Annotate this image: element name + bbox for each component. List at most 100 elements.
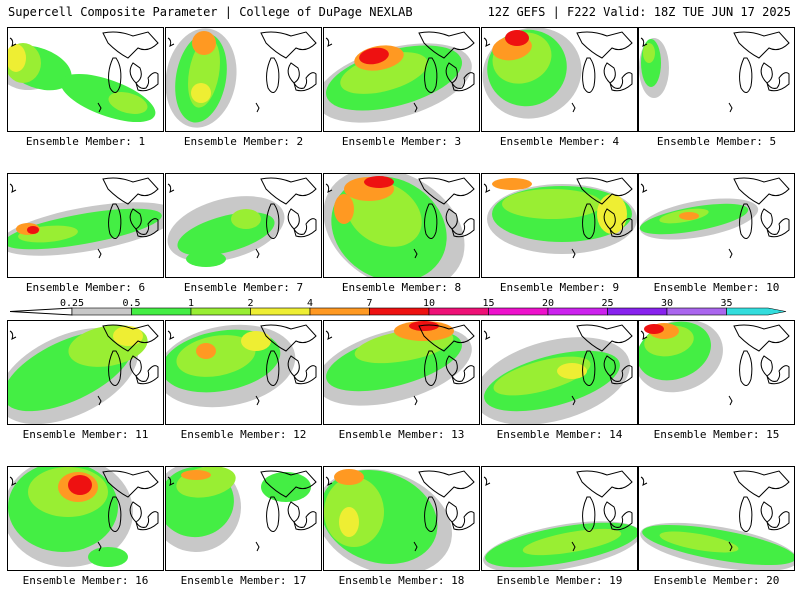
scp-contour-fill [241, 331, 271, 351]
scp-contour-fill [27, 226, 39, 234]
coastline-outline [418, 177, 475, 205]
ensemble-map-panel [481, 27, 638, 132]
coastline-outline [733, 31, 790, 59]
coastline-outline [266, 496, 280, 532]
coastline-outline [293, 218, 317, 238]
colorbar-segment [547, 307, 608, 316]
coastline-outline [739, 203, 753, 239]
ensemble-member-label: Ensemble Member: 2 [183, 135, 304, 148]
ensemble-map-panel [638, 27, 795, 132]
coastline-outline [108, 57, 122, 93]
coastline-outline [760, 501, 773, 523]
ensemble-map-panel [638, 320, 795, 425]
coastline-outline [766, 72, 790, 92]
coastline-outline [97, 248, 102, 259]
scp-map [324, 31, 475, 123]
coastline-outline [576, 31, 633, 59]
coastline-outline [135, 511, 159, 531]
colorbar-tick-label: 1 [188, 298, 194, 309]
coastline-outline [766, 511, 790, 531]
colorbar-segment [726, 307, 787, 316]
coastline-outline [9, 183, 17, 193]
coastline-outline [9, 37, 17, 47]
coastline-outline [760, 208, 773, 230]
coastline-outline [287, 62, 300, 84]
scp-map [8, 324, 159, 424]
scp-contour-fill [364, 176, 394, 188]
coastline-outline [167, 37, 175, 47]
ensemble-map-panel [7, 173, 164, 278]
ensemble-member-label: Ensemble Member: 13 [338, 428, 465, 441]
coastline-outline [418, 470, 475, 498]
coastline-outline [260, 177, 317, 205]
coastline-outline [451, 365, 475, 385]
ensemble-map-panel [323, 27, 480, 132]
colorbar-segment [428, 307, 489, 316]
colorbar-tick-label: 35 [720, 298, 732, 309]
coastline-outline [582, 203, 596, 239]
coastline-outline [760, 62, 773, 84]
coastline-outline [728, 541, 733, 552]
coastline-outline [255, 248, 260, 259]
coastline-outline [609, 365, 633, 385]
coastline-outline [135, 218, 159, 238]
colorbar-segment [131, 307, 192, 316]
coastline-outline [108, 496, 122, 532]
scp-contour-fill [334, 469, 364, 485]
coastline-outline [571, 395, 576, 406]
colorbar-segment [71, 307, 132, 316]
colorbar-segment [607, 307, 668, 316]
scp-contour-fill [68, 475, 92, 495]
colorbar-tick-label: 20 [542, 298, 554, 309]
coastline-outline [483, 476, 491, 486]
ensemble-member-label: Ensemble Member: 20 [653, 574, 780, 587]
coastline-outline [97, 395, 102, 406]
scp-contour-fill [108, 92, 148, 114]
coastline-outline [260, 470, 317, 498]
coastline-outline [135, 365, 159, 385]
ensemble-map-panel [7, 320, 164, 425]
coastline-outline [293, 72, 317, 92]
ensemble-member-label: Ensemble Member: 8 [341, 281, 462, 294]
scp-map [640, 470, 794, 570]
colorbar-segment [488, 307, 549, 316]
coastline-outline [413, 541, 418, 552]
coastline-outline [167, 330, 175, 340]
colorbar-segment [309, 307, 370, 316]
coastline-outline [255, 395, 260, 406]
scp-contour-fill [502, 189, 602, 219]
ensemble-member-label: Ensemble Member: 6 [25, 281, 146, 294]
scp-contour-fill [176, 335, 256, 377]
coastline-outline [766, 218, 790, 238]
coastline-outline [728, 248, 733, 259]
ensemble-map-panel [7, 466, 164, 571]
scp-contour-fill [409, 321, 439, 331]
scp-contour-fill [679, 212, 699, 220]
colorbar-tick-label: 10 [423, 298, 435, 309]
coastline-outline [293, 511, 317, 531]
ensemble-member-label: Ensemble Member: 5 [656, 135, 777, 148]
ensemble-member-label: Ensemble Member: 15 [653, 428, 780, 441]
scp-contour-fill [557, 363, 587, 379]
scp-map [324, 469, 475, 570]
scp-map [166, 28, 317, 128]
coastline-outline [97, 541, 102, 552]
coastline-outline [483, 330, 491, 340]
scp-contour-fill [492, 178, 532, 190]
coastline-outline [418, 324, 475, 352]
coastline-outline [255, 541, 260, 552]
scp-map [639, 321, 790, 406]
coastline-outline [9, 476, 17, 486]
header-left-title: Supercell Composite Parameter | College … [8, 5, 413, 19]
colorbar-tick-label: 2 [247, 298, 253, 309]
coastline-outline [603, 62, 616, 84]
header-right-title: 12Z GEFS | F222 Valid: 18Z TUE JUN 17 20… [487, 5, 791, 19]
coastline-outline [483, 37, 491, 47]
ensemble-member-label: Ensemble Member: 9 [499, 281, 620, 294]
coastline-outline [739, 350, 753, 386]
scp-contour-fill [659, 531, 739, 553]
ensemble-map-panel [481, 320, 638, 425]
ensemble-member-label: Ensemble Member: 10 [653, 281, 780, 294]
coastline-outline [483, 183, 491, 193]
colorbar-tick-label: 0.5 [122, 298, 140, 309]
